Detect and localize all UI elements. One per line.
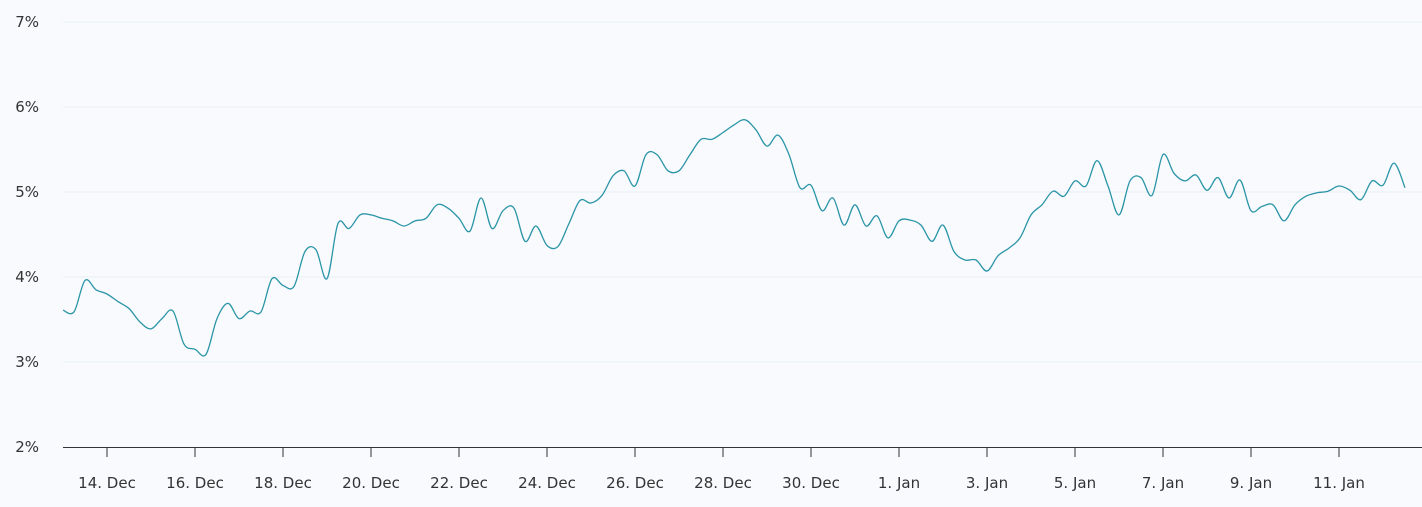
x-tick-label: 26. Dec (606, 474, 664, 492)
x-tick-label: 5. Jan (1054, 474, 1096, 492)
x-tick-label: 18. Dec (254, 474, 312, 492)
x-tick-label: 30. Dec (782, 474, 840, 492)
x-tick-label: 20. Dec (342, 474, 400, 492)
grid-lines (63, 21, 1422, 363)
x-tick-label: 3. Jan (966, 474, 1008, 492)
x-tick-label: 16. Dec (166, 474, 224, 492)
x-tick-label: 28. Dec (694, 474, 752, 492)
x-tick-label: 22. Dec (430, 474, 488, 492)
y-tick-label: 7% (15, 13, 39, 31)
x-tick-label: 24. Dec (518, 474, 576, 492)
series (62, 119, 1406, 357)
x-tick-label: 11. Jan (1313, 474, 1365, 492)
y-tick-label: 4% (15, 268, 39, 286)
x-axis: 14. Dec 16. Dec 18. Dec 20. Dec 22. Dec 24. D… (63, 447, 1422, 492)
y-tick-label: 5% (15, 183, 39, 201)
y-axis: 2% 3% 4% 5% 6% 7% (15, 13, 39, 456)
x-tick-label: 14. Dec (78, 474, 136, 492)
y-tick-label: 2% (15, 438, 39, 456)
y-tick-label: 3% (15, 353, 39, 371)
x-tick-label: 7. Jan (1142, 474, 1184, 492)
series-line (62, 119, 1406, 357)
y-tick-label: 6% (15, 98, 39, 116)
x-tick-label: 1. Jan (878, 474, 920, 492)
x-tick-label: 9. Jan (1230, 474, 1272, 492)
